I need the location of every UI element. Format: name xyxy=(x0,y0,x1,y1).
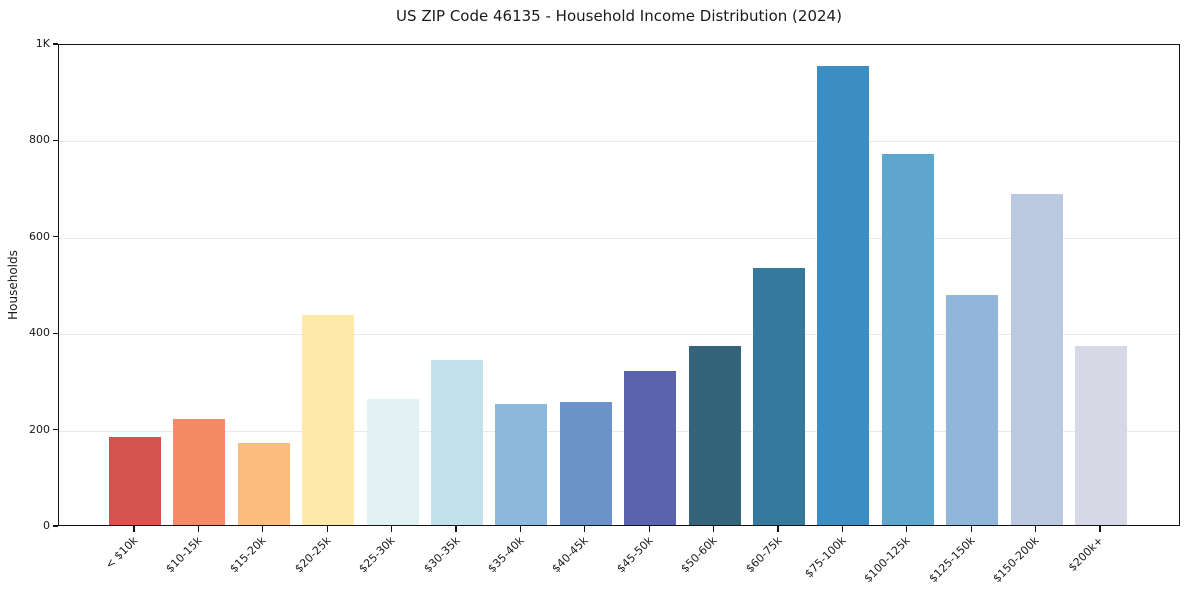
gridline xyxy=(59,430,1179,432)
x-tick-label: $125-150k xyxy=(926,534,978,586)
x-tick-label: $200k+ xyxy=(1066,534,1107,575)
bar-$20-25k xyxy=(302,314,355,525)
y-tick-mark xyxy=(53,236,58,238)
y-tick-label: 200 xyxy=(29,422,50,436)
bar-$30-35k xyxy=(431,360,483,525)
x-tick-label: $75-100k xyxy=(802,534,849,581)
bar-$15-20k xyxy=(237,443,290,525)
x-tick-mark xyxy=(648,526,650,532)
x-tick-label: $45-50k xyxy=(614,534,656,576)
plot-area xyxy=(58,44,1180,526)
y-tick-label: 400 xyxy=(29,326,50,340)
bar-$10-15k xyxy=(173,419,226,525)
x-tick-label: < $10k xyxy=(102,534,141,572)
x-tick-mark xyxy=(841,526,844,532)
x-tick-mark xyxy=(1099,526,1101,532)
x-tick-mark xyxy=(262,526,264,532)
x-tick-label: $30-35k xyxy=(420,534,463,576)
y-tick-mark xyxy=(53,43,58,45)
x-tick-mark xyxy=(326,526,328,532)
x-tick-label: $20-25k xyxy=(292,534,334,576)
y-tick-mark xyxy=(53,428,58,431)
x-tick-label: $35-40k xyxy=(485,534,527,576)
x-tick-label: $150-200k xyxy=(990,534,1042,586)
bar-$200k+ xyxy=(1075,345,1127,525)
x-tick-mark xyxy=(455,526,457,532)
bar-$150-200k xyxy=(1010,193,1063,525)
x-tick-mark xyxy=(390,526,393,532)
x-tick-mark xyxy=(584,526,586,532)
bar-$25-30k xyxy=(366,399,419,525)
y-tick-label: 0 xyxy=(43,519,50,532)
y-tick-label: 1K xyxy=(35,37,50,50)
x-tick-label: $60-75k xyxy=(742,534,785,576)
bar-$125-150k xyxy=(946,295,999,525)
gridline xyxy=(59,141,1179,143)
x-tick-mark xyxy=(1034,526,1037,532)
y-tick-mark xyxy=(53,525,58,527)
x-tick-label: $50-60k xyxy=(678,534,720,576)
x-tick-mark xyxy=(519,526,522,532)
y-tick-label: 600 xyxy=(29,229,50,243)
bar-< $10k xyxy=(109,436,161,525)
bar-$60-75k xyxy=(753,268,805,525)
x-tick-label: $40-45k xyxy=(549,534,591,576)
bar-$50-60k xyxy=(688,346,741,525)
gridline xyxy=(59,237,1179,239)
y-axis-label: Households xyxy=(6,250,20,320)
gridline xyxy=(59,334,1179,336)
x-tick-mark xyxy=(777,526,779,532)
x-tick-label: $10-15k xyxy=(163,534,205,576)
y-tick-label: 800 xyxy=(29,133,50,147)
x-tick-mark xyxy=(197,526,200,532)
x-tick-label: $25-30k xyxy=(356,534,398,576)
x-tick-mark xyxy=(133,526,135,532)
x-tick-mark xyxy=(906,526,908,532)
x-tick-label: $15-20k xyxy=(227,534,269,576)
y-tick-mark xyxy=(53,332,58,334)
chart-title: US ZIP Code 46135 - Household Income Dis… xyxy=(396,7,842,25)
bar-$75-100k xyxy=(817,66,870,525)
x-tick-mark xyxy=(712,526,715,532)
x-tick-mark xyxy=(970,526,972,532)
y-tick-mark xyxy=(53,139,58,142)
bar-$45-50k xyxy=(624,370,677,525)
bar-$40-45k xyxy=(559,402,612,525)
x-tick-label: $100-125k xyxy=(861,534,913,586)
bar-$35-40k xyxy=(495,404,548,525)
bar-$100-125k xyxy=(881,153,934,525)
